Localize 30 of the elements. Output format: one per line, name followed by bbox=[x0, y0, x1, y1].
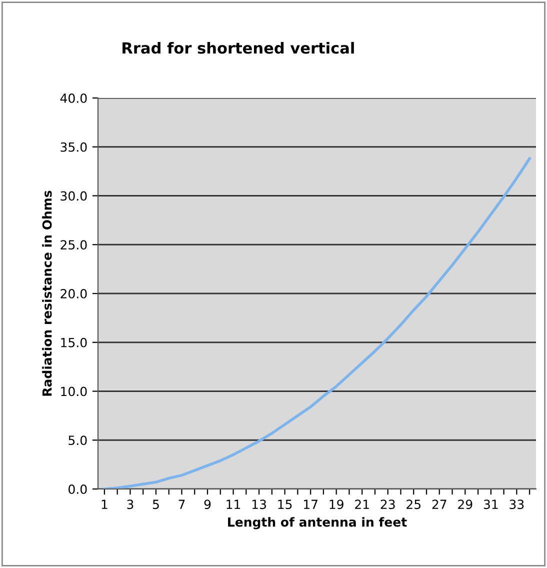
line-series bbox=[103, 157, 531, 489]
y-tick-label: 15.0 bbox=[61, 338, 87, 348]
y-tick-label: 20.0 bbox=[60, 288, 87, 298]
x-tick-label: 29 bbox=[458, 500, 472, 510]
y-tick-label: 10.0 bbox=[61, 386, 87, 396]
y-tick-label: 35.0 bbox=[60, 142, 87, 152]
x-axis-title: Length of antenna in feet bbox=[228, 517, 407, 530]
x-tick-label: 5 bbox=[152, 500, 159, 510]
x-tick-label: 13 bbox=[252, 500, 266, 510]
x-tick-label: 1 bbox=[102, 500, 108, 509]
x-tick-label: 21 bbox=[355, 500, 369, 509]
x-tick-label: 9 bbox=[204, 500, 211, 510]
chart-title: Rrad for shortened vertical bbox=[122, 42, 354, 54]
x-tick-label: 25 bbox=[406, 500, 420, 510]
y-tick-label: 5.0 bbox=[68, 436, 87, 446]
x-tick-label: 33 bbox=[510, 500, 524, 510]
x-tick-label: 23 bbox=[380, 500, 395, 510]
x-tick-label: 15 bbox=[278, 500, 292, 510]
y-tick-label: 30.0 bbox=[60, 191, 87, 201]
x-tick-label: 17 bbox=[304, 500, 318, 509]
y-tick-label: 40.0 bbox=[60, 93, 87, 103]
y-tick-label: 0.0 bbox=[68, 484, 87, 494]
x-tick-label: 7 bbox=[178, 500, 185, 509]
x-tick-label: 19 bbox=[330, 500, 344, 510]
x-tick-label: 11 bbox=[226, 500, 240, 509]
y-axis-title: Radiation resistance in Ohms bbox=[42, 190, 52, 396]
x-tick-label: 31 bbox=[484, 500, 498, 510]
x-tick-label: 27 bbox=[432, 500, 446, 509]
y-tick-label: 25.0 bbox=[60, 240, 87, 250]
x-tick-label: 3 bbox=[127, 500, 134, 510]
